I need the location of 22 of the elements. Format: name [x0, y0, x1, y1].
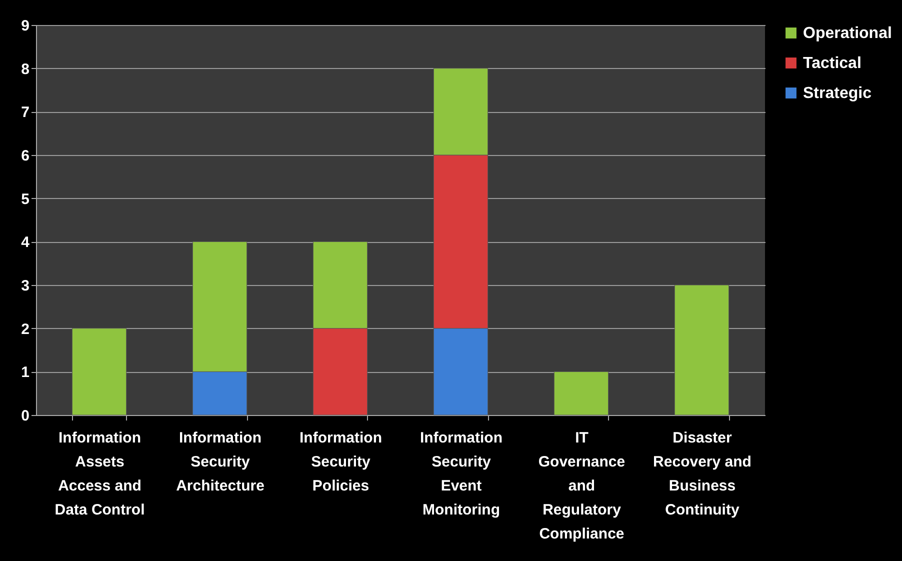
- bar: [674, 284, 730, 416]
- y-tick-label: 7: [21, 104, 30, 122]
- x-tick-label: Information Assets Access and Data Control: [54, 430, 145, 518]
- y-tick-label: 5: [21, 190, 30, 208]
- y-tick-label: 6: [21, 148, 30, 164]
- x-tick-label: Disaster Recovery and Business Continuity: [653, 430, 752, 518]
- y-tick-label: 9: [21, 18, 30, 34]
- y-tick-label: 1: [21, 364, 30, 382]
- legend-label: Strategic: [803, 85, 872, 102]
- y-tick-label: 8: [21, 60, 30, 78]
- x-tick-label: IT Governance and Regulatory Compliance: [538, 430, 626, 542]
- y-tick-label: 0: [21, 408, 30, 424]
- y-tick-label: 4: [21, 234, 30, 252]
- x-tick-label: Information Security Architecture: [176, 430, 264, 494]
- y-tick-label: 2: [21, 320, 30, 338]
- legend-label: Operational: [803, 25, 892, 42]
- x-tick-label: Information Security Event Monitoring: [420, 430, 502, 518]
- legend-label: Tactical: [803, 55, 862, 72]
- x-tick-label: Information Security Policies: [300, 430, 382, 494]
- bar: [72, 328, 127, 416]
- y-tick-label: 3: [21, 278, 30, 294]
- bar: [554, 371, 609, 416]
